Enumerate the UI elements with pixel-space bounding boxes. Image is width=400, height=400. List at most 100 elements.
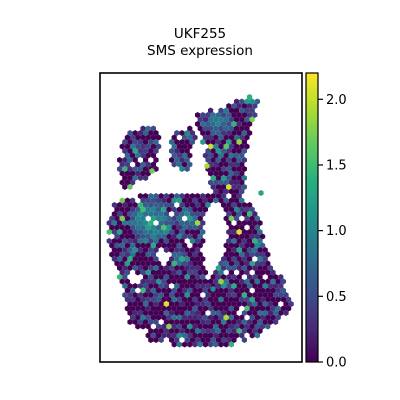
spot <box>169 319 175 325</box>
spot <box>213 161 219 168</box>
spot <box>169 265 175 271</box>
spot <box>215 166 221 172</box>
spot <box>215 265 221 271</box>
spot <box>280 287 286 294</box>
spot <box>148 274 154 280</box>
spot <box>197 251 203 258</box>
spot <box>143 148 149 154</box>
spot <box>231 211 237 217</box>
spot <box>171 260 177 267</box>
spot <box>236 247 242 253</box>
spot <box>163 328 169 334</box>
spot <box>174 256 180 262</box>
spot <box>189 310 195 316</box>
spot <box>195 301 201 307</box>
spot <box>241 337 247 343</box>
spot <box>244 134 250 141</box>
spot <box>236 256 242 262</box>
spot <box>143 247 149 253</box>
spot <box>195 256 201 262</box>
spot <box>187 134 193 141</box>
spot <box>200 238 206 244</box>
spot <box>150 152 156 159</box>
spot <box>236 166 242 172</box>
spot <box>117 274 123 280</box>
spot <box>244 125 250 132</box>
spot <box>192 233 198 240</box>
spot <box>221 256 227 262</box>
spot <box>137 301 143 307</box>
spot <box>143 292 149 298</box>
spot <box>260 296 266 303</box>
spot <box>213 197 219 204</box>
spot <box>236 202 242 208</box>
spot <box>161 287 167 294</box>
spot <box>228 260 234 267</box>
spot <box>215 139 221 145</box>
spot <box>213 188 219 195</box>
spot <box>244 323 250 330</box>
spot <box>171 224 177 231</box>
spot <box>174 193 180 199</box>
spot <box>143 319 149 325</box>
spot <box>132 139 138 145</box>
spot <box>234 143 240 150</box>
spot <box>114 215 120 222</box>
spot <box>234 134 240 141</box>
spot <box>244 278 250 285</box>
spot <box>176 287 182 294</box>
spot <box>140 305 146 312</box>
spot <box>145 287 151 294</box>
spot <box>153 202 159 208</box>
spot <box>163 238 169 244</box>
spot <box>200 202 206 208</box>
spot <box>226 247 232 253</box>
spot <box>208 341 214 348</box>
colorbar-tick-label: 1.0 <box>326 224 347 239</box>
spot <box>205 202 211 208</box>
spot <box>283 301 289 307</box>
spot <box>135 269 141 276</box>
spot <box>163 310 169 316</box>
spot <box>200 229 206 235</box>
spot <box>267 283 273 289</box>
spot <box>156 314 162 321</box>
spot <box>200 220 206 226</box>
spot <box>236 103 242 109</box>
spot <box>143 283 149 289</box>
spot <box>210 292 216 298</box>
spot <box>273 274 279 280</box>
spot <box>213 341 219 348</box>
spot <box>169 328 175 334</box>
spot <box>223 242 229 249</box>
spot <box>213 134 219 141</box>
spot <box>257 292 263 298</box>
spot <box>262 310 268 316</box>
spot <box>223 107 229 114</box>
spot <box>171 278 177 285</box>
spot <box>226 130 232 136</box>
spot <box>260 287 266 294</box>
spot <box>197 314 203 321</box>
spot <box>231 328 237 334</box>
spot <box>241 139 247 145</box>
spot <box>226 283 232 289</box>
spot <box>228 143 234 150</box>
spot <box>143 193 149 199</box>
spot <box>143 130 149 136</box>
spot <box>257 238 263 244</box>
spot <box>171 215 177 222</box>
spot <box>122 220 128 226</box>
spot <box>176 152 182 159</box>
spot <box>213 152 219 159</box>
spot <box>223 296 229 303</box>
spot <box>195 283 201 289</box>
spot <box>174 283 180 289</box>
spot <box>153 193 159 199</box>
spot <box>234 224 240 231</box>
spot <box>210 301 216 307</box>
spot <box>228 152 234 159</box>
spot <box>239 323 245 330</box>
spot <box>267 292 273 298</box>
spot <box>241 238 247 244</box>
